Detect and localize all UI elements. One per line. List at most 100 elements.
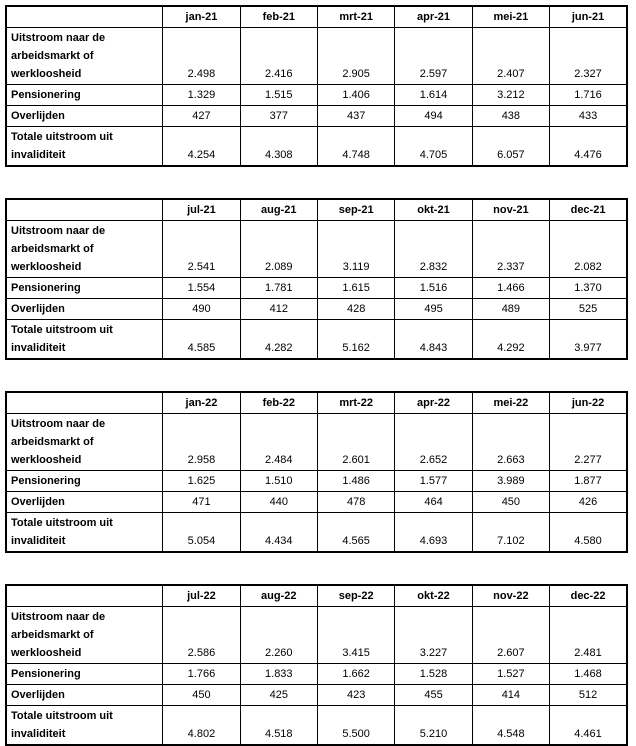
month-header: mrt-22 [316,391,396,414]
value-cell: 1.615 [316,277,396,299]
value-cell: 1.516 [394,277,473,299]
value-cell: 2.416 [239,27,318,85]
value-cell: 426 [549,491,628,513]
row-label-retirement: Pensionering [5,277,164,299]
value-cell: 428 [316,298,396,320]
month-header: sep-21 [316,198,396,221]
value-cell: 5.210 [394,705,473,746]
value-cell: 2.089 [239,220,318,278]
value-cell: 5.500 [316,705,396,746]
row-label-retirement: Pensionering [5,84,164,106]
value-cell: 6.057 [471,126,551,167]
value-cell: 2.663 [471,413,551,471]
value-cell: 495 [394,298,473,320]
value-cell: 4.802 [162,705,241,746]
value-cell: 4.476 [549,126,628,167]
value-cell: 1.486 [316,470,396,492]
value-cell: 1.766 [162,663,241,685]
value-cell: 1.406 [316,84,396,106]
row-outflow: Uitstroom naar de arbeidsmarkt of werklo… [5,413,628,471]
row-label-total: Totale uitstroom uit invaliditeit [5,705,164,746]
value-cell: 2.597 [394,27,473,85]
value-cell: 4.580 [549,512,628,553]
value-cell: 1.510 [239,470,318,492]
value-cell: 2.481 [549,606,628,664]
month-header: jan-21 [162,5,241,28]
value-cell: 490 [162,298,241,320]
value-cell: 3.989 [471,470,551,492]
value-cell: 4.292 [471,319,551,360]
value-cell: 5.054 [162,512,241,553]
value-cell: 437 [316,105,396,127]
month-header: dec-21 [549,198,628,221]
value-cell: 2.652 [394,413,473,471]
value-cell: 2.832 [394,220,473,278]
month-header: dec-22 [549,584,628,607]
value-cell: 1.468 [549,663,628,685]
month-header: mrt-21 [316,5,396,28]
value-cell: 1.833 [239,663,318,685]
value-cell: 512 [549,684,628,706]
corner-cell [5,5,164,28]
month-header: jan-22 [162,391,241,414]
row-death: Overlijden 427 377 437 494 438 433 [5,105,628,127]
value-cell: 4.461 [549,705,628,746]
value-cell: 1.370 [549,277,628,299]
row-death: Overlijden 471 440 478 464 450 426 [5,491,628,513]
value-cell: 1.466 [471,277,551,299]
outflow-table-2021-h1: jan-21 feb-21 mrt-21 apr-21 mei-21 jun-2… [5,5,628,167]
value-cell: 1.528 [394,663,473,685]
row-label-death: Overlijden [5,298,164,320]
month-header: okt-22 [394,584,473,607]
value-cell: 1.877 [549,470,628,492]
month-header-row: jul-22 aug-22 sep-22 okt-22 nov-22 dec-2… [5,584,628,607]
row-label-outflow: Uitstroom naar de arbeidsmarkt of werklo… [5,606,164,664]
month-header: apr-21 [394,5,473,28]
month-header: okt-21 [394,198,473,221]
value-cell: 1.662 [316,663,396,685]
value-cell: 4.705 [394,126,473,167]
row-label-retirement: Pensionering [5,470,164,492]
value-cell: 414 [471,684,551,706]
value-cell: 2.498 [162,27,241,85]
row-label-death: Overlijden [5,684,164,706]
value-cell: 4.693 [394,512,473,553]
outflow-table-2022-h1: jan-22 feb-22 mrt-22 apr-22 mei-22 jun-2… [5,391,628,553]
value-cell: 427 [162,105,241,127]
value-cell: 1.716 [549,84,628,106]
value-cell: 412 [239,298,318,320]
value-cell: 2.277 [549,413,628,471]
row-label-total: Totale uitstroom uit invaliditeit [5,512,164,553]
value-cell: 3.977 [549,319,628,360]
row-label-outflow: Uitstroom naar de arbeidsmarkt of werklo… [5,413,164,471]
month-header: nov-22 [471,584,551,607]
value-cell: 1.527 [471,663,551,685]
value-cell: 2.905 [316,27,396,85]
value-cell: 1.625 [162,470,241,492]
row-outflow: Uitstroom naar de arbeidsmarkt of werklo… [5,220,628,278]
row-total: Totale uitstroom uit invaliditeit 4.802 … [5,705,628,746]
month-header: mei-21 [471,5,551,28]
value-cell: 471 [162,491,241,513]
row-retirement: Pensionering 1.766 1.833 1.662 1.528 1.5… [5,663,628,685]
outflow-table-2022-h2: jul-22 aug-22 sep-22 okt-22 nov-22 dec-2… [5,584,628,746]
row-total: Totale uitstroom uit invaliditeit 4.585 … [5,319,628,360]
month-header: jun-21 [549,5,628,28]
value-cell: 2.958 [162,413,241,471]
value-cell: 4.843 [394,319,473,360]
value-cell: 2.607 [471,606,551,664]
value-cell: 450 [471,491,551,513]
value-cell: 455 [394,684,473,706]
row-label-total: Totale uitstroom uit invaliditeit [5,319,164,360]
row-label-death: Overlijden [5,491,164,513]
value-cell: 2.082 [549,220,628,278]
value-cell: 4.518 [239,705,318,746]
value-cell: 525 [549,298,628,320]
value-cell: 450 [162,684,241,706]
month-header: jul-22 [162,584,241,607]
value-cell: 1.329 [162,84,241,106]
row-retirement: Pensionering 1.554 1.781 1.615 1.516 1.4… [5,277,628,299]
row-death: Overlijden 450 425 423 455 414 512 [5,684,628,706]
month-header: aug-22 [239,584,318,607]
